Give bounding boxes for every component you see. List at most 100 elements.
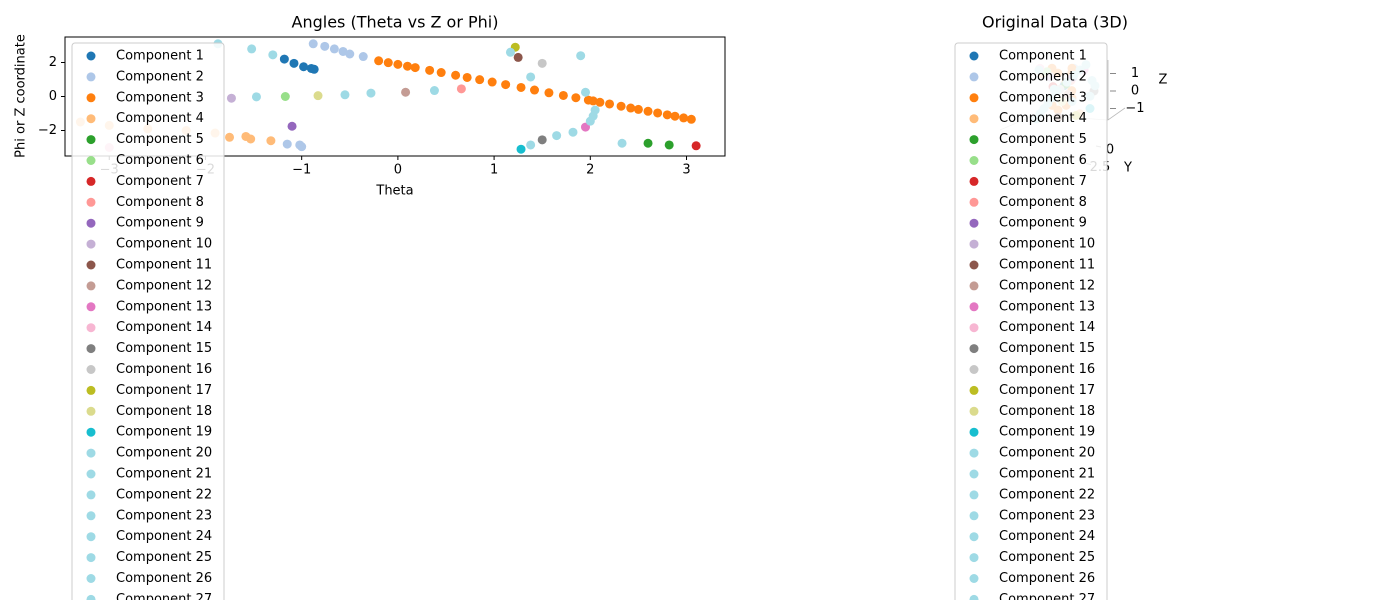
legend-marker bbox=[969, 365, 979, 374]
legend-marker bbox=[86, 553, 96, 563]
legend-marker bbox=[969, 156, 979, 165]
legend-marker bbox=[86, 176, 96, 186]
legend-marker bbox=[969, 302, 979, 312]
legend-label: Component 5 bbox=[116, 132, 204, 147]
x-tick-label: 1 bbox=[490, 163, 498, 178]
data-point bbox=[366, 88, 376, 98]
data-point bbox=[544, 88, 554, 98]
x-tick-label: 2 bbox=[586, 163, 594, 178]
legend-marker bbox=[86, 406, 96, 416]
legend-marker bbox=[969, 218, 979, 228]
data-point bbox=[487, 77, 497, 87]
data-point bbox=[537, 135, 547, 145]
data-point bbox=[456, 84, 466, 94]
legend-label: Component 10 bbox=[116, 237, 212, 252]
data-point bbox=[403, 61, 413, 71]
data-point bbox=[526, 72, 536, 82]
x-tick-label: 0 bbox=[394, 163, 402, 178]
legend-label: Component 6 bbox=[999, 153, 1087, 168]
legend-label: Component 3 bbox=[999, 90, 1087, 105]
data-point bbox=[266, 136, 276, 146]
legend-marker bbox=[86, 448, 96, 458]
legend-label: Component 23 bbox=[999, 508, 1095, 523]
legend-label: Component 10 bbox=[999, 237, 1095, 252]
legend-marker bbox=[969, 176, 979, 186]
legend-label: Component 2 bbox=[999, 69, 1087, 84]
data-point bbox=[679, 113, 689, 123]
data-point bbox=[320, 41, 330, 51]
y-tick-label: −2 bbox=[38, 123, 57, 138]
legend-label: Component 7 bbox=[999, 174, 1087, 189]
legend-marker bbox=[969, 114, 979, 124]
y-tick-label: 0 bbox=[49, 89, 57, 104]
data-point bbox=[226, 93, 236, 103]
legend-label: Component 11 bbox=[999, 258, 1095, 273]
data-point bbox=[313, 91, 323, 101]
data-point bbox=[617, 138, 627, 148]
legend-label: Component 19 bbox=[999, 425, 1095, 440]
data-point bbox=[462, 72, 472, 82]
legend-marker bbox=[86, 511, 96, 521]
data-point bbox=[580, 87, 590, 97]
data-point bbox=[626, 103, 636, 113]
data-point bbox=[585, 116, 595, 126]
legend-label: Component 2 bbox=[116, 69, 204, 84]
data-point bbox=[451, 70, 461, 80]
legend-marker bbox=[86, 72, 96, 82]
y-tick-label: 2 bbox=[49, 55, 57, 70]
data-point bbox=[501, 80, 511, 90]
data-point bbox=[410, 63, 420, 73]
data-point bbox=[588, 96, 598, 106]
legend-marker bbox=[969, 197, 979, 207]
legend-label: Component 16 bbox=[999, 362, 1095, 377]
legend-marker bbox=[969, 427, 979, 437]
y-axis-label: Y bbox=[1123, 161, 1132, 176]
legend-marker bbox=[969, 72, 979, 82]
legend-marker bbox=[969, 469, 979, 479]
data-point bbox=[329, 44, 339, 54]
data-point bbox=[475, 75, 485, 85]
legend-label: Component 23 bbox=[116, 508, 212, 523]
legend-label: Component 21 bbox=[116, 467, 212, 482]
legend-label: Component 1 bbox=[999, 49, 1087, 64]
data-point bbox=[552, 131, 562, 141]
data-point bbox=[670, 111, 680, 121]
data-point bbox=[568, 127, 578, 137]
z-tick-label: 1 bbox=[1131, 66, 1139, 81]
legend-label: Component 25 bbox=[999, 550, 1095, 565]
legend-marker bbox=[969, 260, 979, 270]
z-axis-label: Z bbox=[1159, 73, 1168, 88]
data-point bbox=[595, 97, 605, 107]
data-point bbox=[505, 47, 515, 57]
legend-marker bbox=[86, 281, 96, 291]
legend-label: Component 16 bbox=[116, 362, 212, 377]
data-point bbox=[653, 108, 663, 118]
data-point bbox=[513, 52, 523, 62]
legend-marker bbox=[86, 469, 96, 479]
legend-label: Component 20 bbox=[999, 446, 1095, 461]
data-point bbox=[309, 64, 319, 74]
legend-marker bbox=[86, 93, 96, 103]
legend-label: Component 26 bbox=[116, 571, 212, 586]
legend-marker bbox=[969, 385, 979, 395]
data-point bbox=[251, 92, 261, 102]
data-point bbox=[289, 58, 299, 68]
legend-label: Component 24 bbox=[999, 529, 1095, 544]
data-point bbox=[297, 142, 307, 152]
legend-marker bbox=[86, 51, 96, 61]
data-point bbox=[282, 139, 292, 149]
legend-label: Component 8 bbox=[116, 195, 204, 210]
data-point bbox=[436, 68, 446, 78]
data-point bbox=[662, 110, 672, 120]
legend-marker bbox=[86, 323, 96, 333]
legend-label: Component 15 bbox=[999, 341, 1095, 356]
legend-label: Component 4 bbox=[116, 111, 204, 126]
data-point bbox=[393, 59, 403, 69]
legend-label: Component 22 bbox=[116, 487, 212, 502]
legend-marker bbox=[86, 385, 96, 395]
data-point bbox=[616, 101, 626, 111]
y-axis-label: Phi or Z coordinate bbox=[14, 34, 29, 158]
data-point bbox=[358, 52, 368, 62]
data-point bbox=[247, 44, 257, 54]
